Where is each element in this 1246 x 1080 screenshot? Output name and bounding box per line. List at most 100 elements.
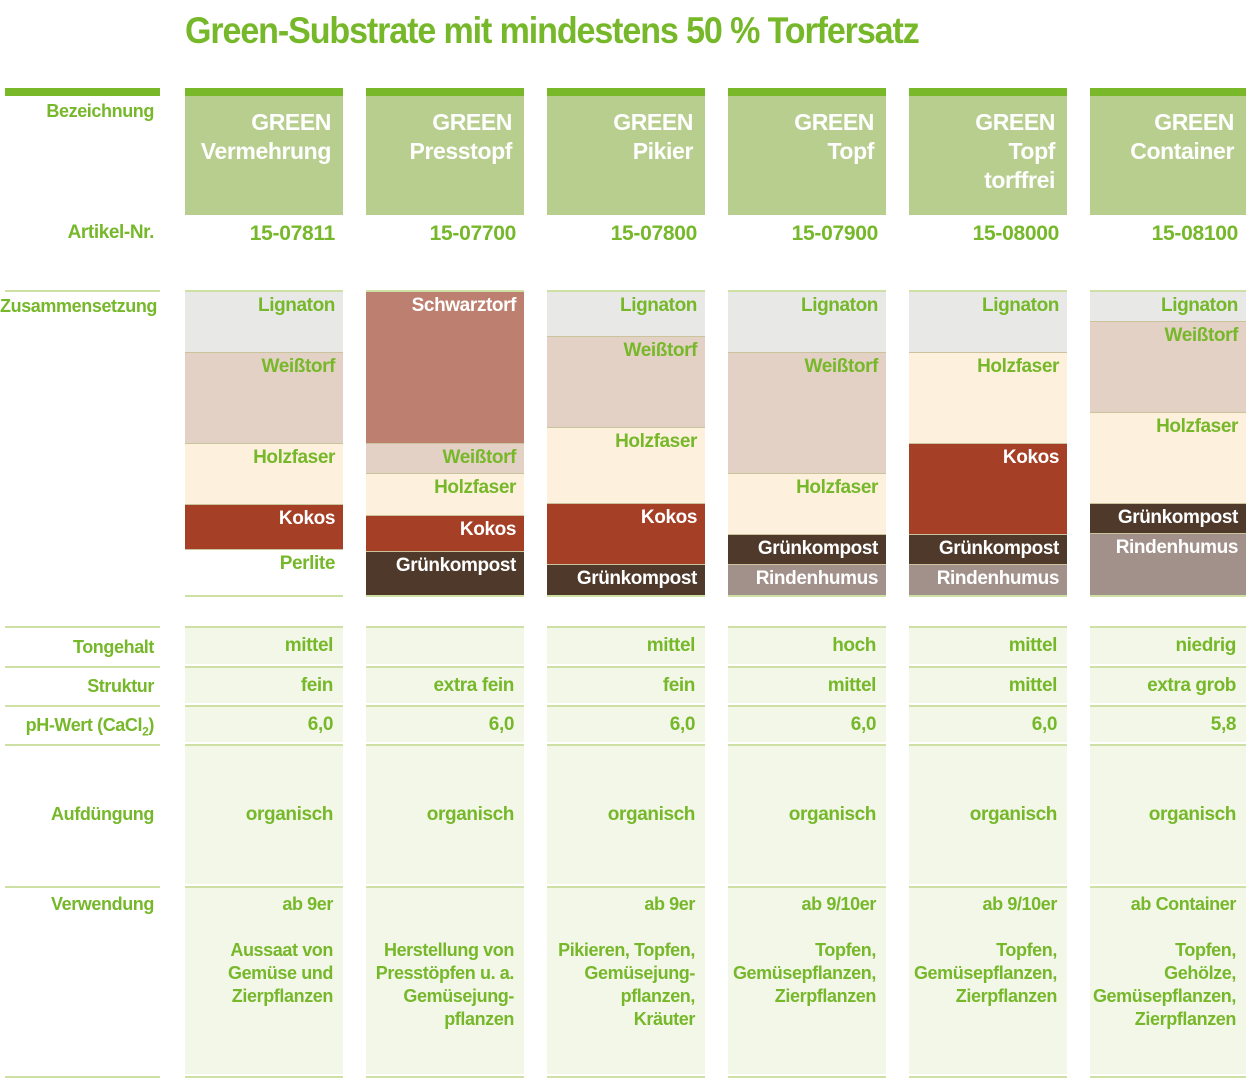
separator-line bbox=[1090, 595, 1246, 597]
composition-segment: Schwarztorf bbox=[366, 292, 524, 444]
ph-wert-cell: 6,0 bbox=[185, 707, 343, 742]
verwendung-line: pflanzen bbox=[444, 1009, 514, 1029]
composition-segment: Holzfaser bbox=[366, 474, 524, 516]
separator-line bbox=[366, 744, 524, 746]
product-column-4: GREEN Topf 15-07900 Lignaton Weißtorf Holzfa… bbox=[728, 0, 886, 1080]
segment-label: Weißtorf bbox=[261, 356, 336, 377]
verwendung-cell: ab 9er Aussaat von Gemüse und Zierpflanzen bbox=[185, 888, 343, 1074]
product-column-5: GREEN Topf torffrei 15-08000 Lignaton Holzf… bbox=[909, 0, 1067, 1080]
ph-wert-cell: 6,0 bbox=[728, 707, 886, 742]
tongehalt-cell: niedrig bbox=[1090, 628, 1246, 664]
separator-line bbox=[1090, 290, 1246, 292]
verwendung-cell: ab 9er Pikieren, Topfen, Gemüsejung-pflanz… bbox=[547, 888, 705, 1074]
verwendung-size: ab 9er bbox=[644, 894, 695, 914]
verwendung-line: Zierpflanzen bbox=[774, 986, 877, 1006]
composition-segment: Kokos bbox=[547, 504, 705, 565]
verwendung-line: Zierpflanzen bbox=[231, 986, 334, 1006]
verwendung-spacer bbox=[366, 916, 514, 939]
segment-label: Holzfaser bbox=[253, 447, 335, 468]
segment-label: Grünkompost bbox=[938, 538, 1060, 559]
composition-segment: Kokos bbox=[366, 516, 524, 552]
separator-line bbox=[728, 705, 886, 707]
separator-line bbox=[1090, 1076, 1246, 1078]
segment-label: Lignaton bbox=[619, 295, 697, 316]
row-label-artikel-nr: Artikel-Nr. bbox=[67, 222, 155, 243]
separator-line bbox=[185, 626, 343, 628]
segment-label: Lignaton bbox=[257, 295, 335, 316]
aufduengung-cell: organisch bbox=[1090, 746, 1246, 884]
verwendung-line: Zierpflanzen bbox=[955, 986, 1058, 1006]
verwendung-line: Gemüsepflanzen, bbox=[732, 963, 876, 983]
struktur-cell: mittel bbox=[728, 668, 886, 703]
separator-line bbox=[366, 666, 524, 668]
struktur-cell: fein bbox=[185, 668, 343, 703]
separator-line bbox=[909, 290, 1067, 292]
row-label-zusammensetzung: Zusammensetzung bbox=[0, 296, 158, 316]
composition-segment: Lignaton bbox=[909, 292, 1067, 353]
composition-segment: Holzfaser bbox=[1090, 413, 1246, 504]
artikel-nr-value: 15-07811 bbox=[249, 222, 336, 245]
verwendung-line: Topfen, bbox=[1175, 940, 1236, 960]
verwendung-line: Topfen, bbox=[815, 940, 876, 960]
composition-bar: Lignaton Weißtorf Holzfaser Grünkompost Rind… bbox=[1090, 290, 1246, 597]
struktur-cell: extra fein bbox=[366, 668, 524, 703]
segment-label: Holzfaser bbox=[434, 477, 516, 498]
verwendung-line: pflanzen, bbox=[620, 986, 696, 1006]
ph-wert-cell: 5,8 bbox=[1090, 707, 1246, 742]
separator-line bbox=[728, 1076, 886, 1078]
separator-line bbox=[5, 705, 160, 707]
separator-line bbox=[728, 626, 886, 628]
verwendung-size: ab 9/10er bbox=[982, 894, 1058, 914]
separator-line bbox=[185, 666, 343, 668]
verwendung-cell: ab Container Topfen, Gehölze, Gemüsepflanze… bbox=[1090, 888, 1246, 1074]
segment-label: Weißtorf bbox=[442, 447, 517, 468]
separator-line bbox=[728, 595, 886, 597]
separator-line bbox=[366, 626, 524, 628]
artikel-nr-value: 15-07700 bbox=[429, 222, 517, 245]
product-name-header: GREEN Pikier bbox=[547, 96, 705, 215]
separator-line bbox=[728, 886, 886, 888]
segment-label: Lignaton bbox=[800, 295, 878, 316]
separator-line bbox=[728, 290, 886, 292]
segment-label: Grünkompost bbox=[576, 568, 698, 589]
product-header-stripe bbox=[728, 88, 886, 96]
verwendung-line: Kräuter bbox=[633, 1009, 696, 1029]
separator-line bbox=[5, 1076, 160, 1078]
separator-line bbox=[185, 1076, 343, 1078]
separator-line bbox=[1090, 666, 1246, 668]
artikel-nr-value: 15-08100 bbox=[1151, 222, 1239, 245]
separator-line bbox=[366, 886, 524, 888]
separator-line bbox=[547, 290, 705, 292]
verwendung-line: Aussaat von bbox=[230, 940, 333, 960]
composition-segment: Lignaton bbox=[1090, 292, 1246, 322]
product-column-2: GREEN Presstopf 15-07700 Schwarztorf Weißto… bbox=[366, 0, 524, 1080]
composition-segment: Lignaton bbox=[547, 292, 705, 337]
composition-bar: Lignaton Holzfaser Kokos Grünkompost Rindenh… bbox=[909, 290, 1067, 597]
composition-segment: Lignaton bbox=[185, 292, 343, 353]
composition-segment: Lignaton bbox=[728, 292, 886, 353]
separator-line bbox=[909, 666, 1067, 668]
separator-line bbox=[366, 290, 524, 292]
product-name-header: GREEN Presstopf bbox=[366, 96, 524, 215]
separator-line bbox=[547, 886, 705, 888]
composition-segment: Grünkompost bbox=[1090, 504, 1246, 534]
ph-wert-cell: 6,0 bbox=[366, 707, 524, 742]
row-label-verwendung: Verwendung bbox=[50, 894, 154, 914]
composition-segment: Rindenhumus bbox=[1090, 534, 1246, 595]
verwendung-line: Gemüse und bbox=[227, 963, 333, 983]
separator-line bbox=[909, 886, 1067, 888]
separator-line bbox=[185, 290, 343, 292]
segment-label: Grünkompost bbox=[757, 538, 879, 559]
verwendung-spacer bbox=[1090, 916, 1236, 939]
artikel-nr-value: 15-08000 bbox=[972, 222, 1060, 245]
verwendung-line: Zierpflanzen bbox=[1134, 1009, 1237, 1029]
separator-line bbox=[366, 595, 524, 597]
segment-label: Weißtorf bbox=[623, 340, 698, 361]
separator-line bbox=[5, 886, 160, 888]
separator-line bbox=[909, 1076, 1067, 1078]
separator-line bbox=[547, 626, 705, 628]
verwendung-cell: ab 9/10er Topfen, Gemüsepflanzen, Zierpflan… bbox=[909, 888, 1067, 1074]
aufduengung-cell: organisch bbox=[728, 746, 886, 884]
product-header-stripe bbox=[366, 88, 524, 96]
segment-label: Kokos bbox=[1002, 447, 1059, 468]
